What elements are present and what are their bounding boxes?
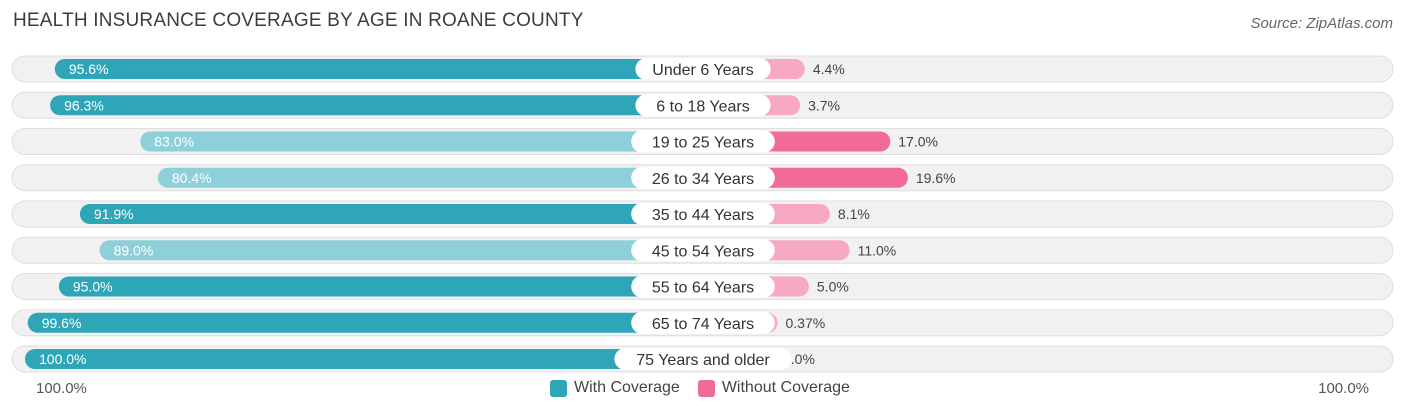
- category-pill: [631, 166, 775, 189]
- value-label-without-coverage: 0.0%: [783, 351, 815, 367]
- value-label-with-coverage: 95.6%: [69, 61, 109, 77]
- bar-with-coverage: [27, 312, 704, 333]
- value-label-with-coverage: 91.9%: [94, 206, 134, 222]
- value-label-without-coverage: 5.0%: [817, 279, 849, 295]
- chart-title: HEALTH INSURANCE COVERAGE BY AGE IN ROAN…: [13, 10, 584, 31]
- axis-right-label: 100.0%: [1318, 380, 1369, 397]
- bar-with-coverage: [140, 131, 703, 152]
- bar-with-coverage: [50, 95, 703, 116]
- chart-area: 95.6% 4.4% Under 6 Years 96.3% 3.7% 6 to 18 Y…: [11, 55, 1394, 373]
- bar-with-coverage: [54, 59, 703, 79]
- category-label: 19 to 25 Years: [652, 135, 754, 152]
- category-label: 6 to 18 Years: [656, 98, 749, 115]
- value-label-without-coverage: 11.0%: [858, 242, 897, 258]
- value-label-with-coverage: 80.4%: [172, 170, 212, 186]
- category-pill: [614, 348, 792, 370]
- legend-item-with-coverage: With Coverage: [550, 379, 680, 397]
- legend-label-with-coverage: With Coverage: [574, 379, 680, 396]
- category-label: Under 6 Years: [652, 62, 753, 79]
- category-label: 35 to 44 Years: [652, 207, 754, 224]
- value-label-with-coverage: 95.0%: [73, 279, 113, 295]
- value-label-with-coverage: 99.6%: [42, 315, 82, 331]
- bar-with-coverage: [79, 204, 704, 224]
- value-label-with-coverage: 83.0%: [154, 134, 194, 150]
- value-label-without-coverage: 0.37%: [786, 315, 826, 331]
- category-pill: [631, 203, 775, 225]
- category-pill: [635, 58, 771, 80]
- category-pill: [631, 130, 775, 153]
- bar-with-coverage: [58, 276, 703, 297]
- category-pill: [635, 94, 771, 117]
- value-label-with-coverage: 100.0%: [39, 351, 86, 367]
- value-label-without-coverage: 3.7%: [808, 97, 840, 113]
- source-label: Source: ZipAtlas.com: [1250, 15, 1393, 32]
- value-label-with-coverage: 89.0%: [114, 242, 154, 258]
- legend-swatch-with-coverage: [550, 379, 567, 397]
- legend: With Coverage Without Coverage: [550, 379, 868, 397]
- category-label: 55 to 64 Years: [652, 280, 754, 297]
- category-label: 75 Years and older: [636, 352, 770, 369]
- bar-with-coverage: [157, 167, 703, 188]
- value-label-without-coverage: 4.4%: [813, 61, 845, 77]
- bar-with-coverage: [25, 349, 703, 369]
- category-pill: [631, 311, 775, 334]
- value-label-without-coverage: 19.6%: [916, 170, 956, 186]
- bar-with-coverage: [99, 240, 703, 261]
- category-pill: [631, 239, 775, 262]
- category-pill: [631, 275, 775, 298]
- value-label-without-coverage: 17.0%: [898, 134, 938, 150]
- legend-swatch-without-coverage: [697, 379, 715, 397]
- legend-label-without-coverage: Without Coverage: [721, 379, 850, 396]
- category-label: 26 to 34 Years: [652, 171, 754, 188]
- category-label: 45 to 54 Years: [652, 243, 754, 260]
- axis-left-label: 100.0%: [36, 380, 87, 397]
- value-label-with-coverage: 96.3%: [64, 97, 104, 113]
- legend-item-without-coverage: Without Coverage: [697, 379, 850, 397]
- value-label-without-coverage: 8.1%: [838, 206, 870, 222]
- category-label: 65 to 74 Years: [652, 316, 754, 333]
